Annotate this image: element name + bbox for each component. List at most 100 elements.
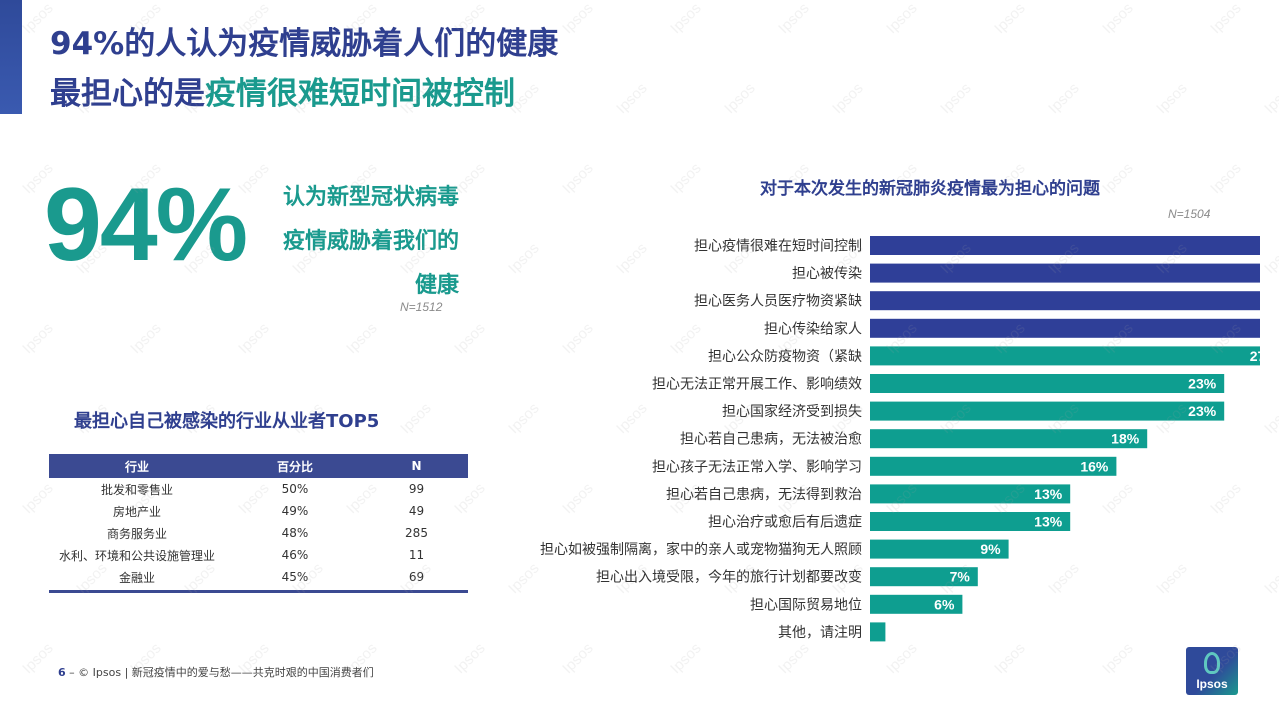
value-label: 9%	[980, 541, 1001, 557]
bar	[870, 429, 1148, 449]
watermark-text: Ipsos	[829, 79, 867, 118]
headline-percentage: 94%	[44, 167, 248, 283]
bar	[870, 346, 1260, 366]
title-part-blue: 最担心的是	[50, 76, 205, 112]
table-header: 行业 百分比 N	[49, 454, 468, 478]
table-title: 最担心自己被感染的行业从业者TOP5	[74, 411, 380, 432]
watermark-text: Ipsos	[343, 319, 381, 358]
category-label: 担心无法正常开展工作、影响绩效	[652, 377, 862, 393]
chart-title: 对于本次发生的新冠肺炎疫情最为担心的问题	[760, 179, 1100, 199]
value-label: 7%	[950, 569, 971, 585]
footer: 6 – © Ipsos | 新冠疫情中的爱与愁——共克时艰的中国消费者们	[58, 664, 374, 680]
bar	[870, 539, 1009, 559]
table-row: 商务服务业 48% 285	[49, 522, 468, 544]
accent-bar	[0, 0, 22, 114]
category-label: 担心传染给家人	[764, 320, 862, 337]
value-label: 18%	[1111, 431, 1140, 447]
category-label: 担心国际贸易地位	[750, 597, 862, 613]
watermark-text: Ipsos	[1099, 0, 1137, 38]
headline-sample-size: N=1512	[400, 300, 443, 314]
watermark-text: Ipsos	[1207, 0, 1245, 38]
bar	[870, 484, 1071, 504]
watermark-text: Ipsos	[775, 0, 813, 38]
cell-percentage: 46%	[281, 548, 309, 562]
cell-industry: 批发和零售业	[100, 482, 173, 497]
chart-sample-size: N=1504	[1168, 207, 1211, 221]
header-industry: 行业	[124, 459, 149, 474]
concerns-bar-chart: 担心疫情很难在短时间控制47%担心被传染41%担心医务人员医疗物资紧缺29%担心…	[540, 236, 1260, 642]
category-label: 担心如被强制隔离，家中的亲人或宠物猫狗无人照顾	[540, 541, 862, 558]
category-label: 担心出入境受限，今年的旅行计划都要改变	[596, 570, 862, 586]
cell-n: 285	[405, 526, 428, 540]
category-label: 其他，请注明	[778, 625, 862, 641]
watermark-text: Ipsos	[559, 159, 597, 198]
page-title-line1: 94%的人认为疫情威胁着人们的健康	[50, 26, 559, 62]
bar	[870, 291, 1260, 311]
headline-line1: 认为新型冠状病毒	[282, 185, 459, 210]
category-label: 担心被传染	[792, 266, 862, 282]
watermark-text: Ipsos	[1261, 399, 1279, 438]
cell-percentage: 48%	[281, 526, 309, 540]
watermark-text: Ipsos	[991, 0, 1029, 38]
logo-mark-icon	[1204, 652, 1220, 674]
value-label: 16%	[1080, 458, 1109, 474]
watermark-text: Ipsos	[19, 319, 57, 358]
watermark-text: Ipsos	[1261, 79, 1279, 118]
bar	[870, 318, 1260, 338]
category-label: 担心国家经济受到损失	[722, 403, 862, 420]
table-row: 批发和零售业 50% 99	[49, 478, 468, 500]
cell-n: 69	[408, 570, 425, 584]
table-row: 房地产业 49% 49	[49, 500, 468, 522]
table-row: 水利、环境和公共设施管理业 46% 11	[49, 544, 468, 566]
bar	[870, 567, 978, 587]
watermark-text: Ipsos	[1261, 239, 1279, 278]
headline-line3: 健康	[414, 273, 459, 298]
cell-percentage: 49%	[281, 504, 309, 518]
ipsos-logo: Ipsos	[1186, 647, 1238, 695]
value-label: 6%	[934, 596, 955, 612]
cell-n: 49	[408, 504, 425, 518]
table-bottom-rule	[49, 590, 468, 593]
watermark-text: Ipsos	[667, 0, 705, 38]
value-label: 23%	[1188, 376, 1217, 392]
category-label: 担心治疗或愈后有后遗症	[708, 515, 862, 531]
bar	[870, 236, 1260, 255]
header-percentage: 百分比	[276, 459, 313, 474]
category-label: 担心孩子无法正常入学、影响学习	[652, 459, 862, 475]
watermark-text: Ipsos	[721, 79, 759, 118]
cell-industry: 房地产业	[112, 504, 161, 519]
headline-description: 认为新型冠状病毒 疫情威胁着我们的 健康	[283, 176, 459, 308]
bar	[870, 374, 1225, 393]
cell-n: 11	[408, 548, 425, 562]
value-label: 13%	[1034, 486, 1063, 502]
bar	[870, 594, 963, 614]
watermark-text: Ipsos	[127, 319, 165, 358]
cell-percentage: 50%	[281, 482, 309, 496]
watermark-text: Ipsos	[19, 639, 57, 678]
footer-text: – © Ipsos | 新冠疫情中的爱与愁——共克时艰的中国消费者们	[69, 666, 374, 679]
bar	[870, 456, 1117, 476]
bar	[870, 622, 886, 642]
watermark-text: Ipsos	[1153, 79, 1191, 118]
watermark-text: Ipsos	[883, 0, 921, 38]
bar	[870, 263, 1260, 283]
industry-table: 行业 百分比 N 批发和零售业 50% 99 房地产业 49% 49 商务服务业…	[49, 454, 468, 593]
header-n: N	[411, 459, 422, 473]
category-label: 担心若自己患病，无法得到救治	[666, 486, 862, 503]
watermark-text: Ipsos	[397, 399, 435, 438]
page-number: 6	[58, 666, 66, 679]
cell-industry: 水利、环境和公共设施管理业	[58, 548, 215, 563]
watermark-text: Ipsos	[937, 79, 975, 118]
cell-industry: 金融业	[118, 570, 155, 585]
value-label: 23%	[1188, 403, 1217, 419]
bar	[870, 512, 1071, 531]
watermark-text: Ipsos	[1045, 79, 1083, 118]
category-label: 担心疫情很难在短时间控制	[694, 239, 862, 255]
value-label: 27%	[1250, 348, 1260, 364]
title-part-teal: 疫情很难短时间被控制	[205, 76, 515, 112]
value-label: 13%	[1034, 514, 1063, 530]
cell-percentage: 45%	[281, 570, 309, 584]
category-label: 担心医务人员医疗物资紧缺	[694, 294, 862, 310]
watermark-text: Ipsos	[613, 79, 651, 118]
table-row: 金融业 45% 69	[49, 566, 468, 588]
